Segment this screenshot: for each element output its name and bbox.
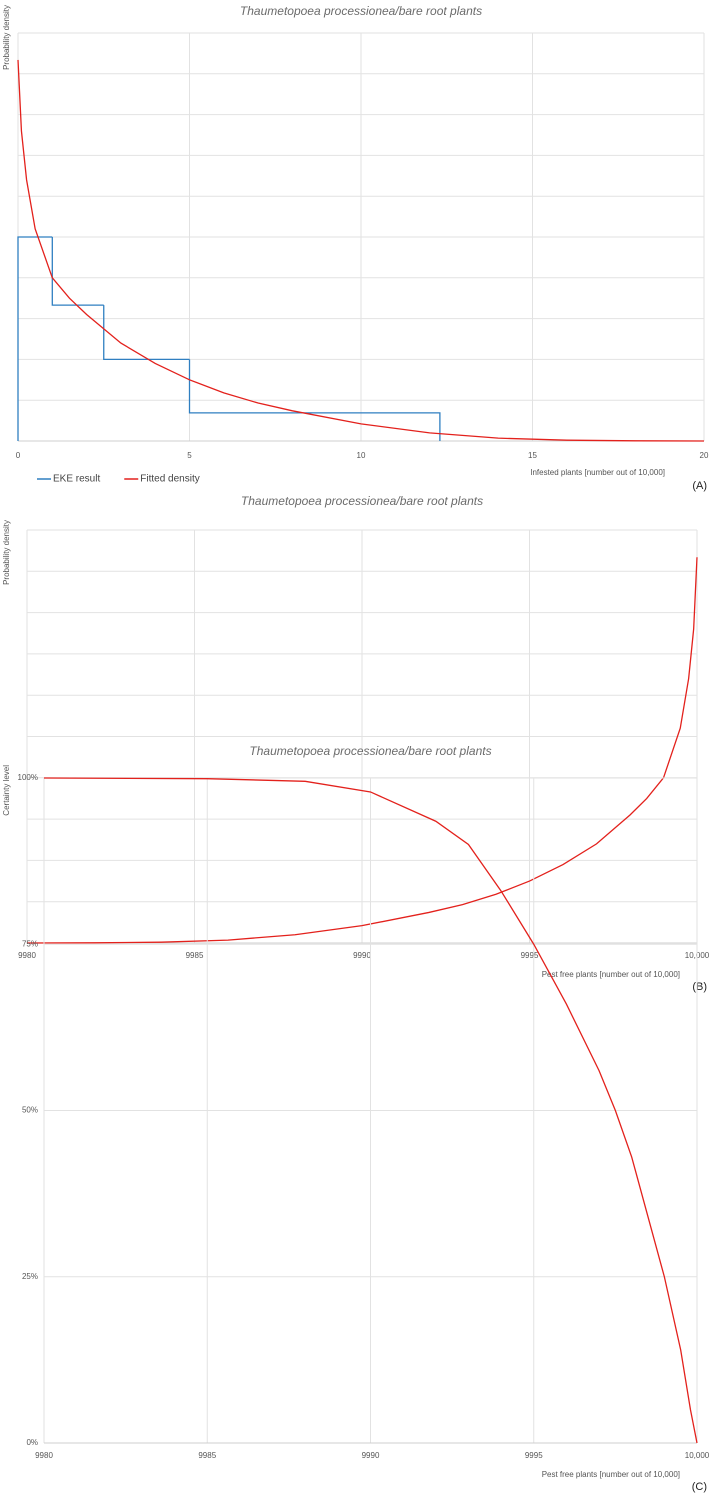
x-tick-label: 9985 bbox=[186, 951, 204, 960]
fitted-line bbox=[26, 557, 698, 944]
step-bar bbox=[51, 237, 104, 306]
y-tick-label: 50% bbox=[22, 1106, 38, 1115]
y-tick-label: 0% bbox=[26, 1438, 38, 1447]
x-axis-label: Infested plants [number out of 10,000] bbox=[530, 468, 665, 477]
x-tick-label: 15 bbox=[528, 451, 537, 460]
y-axis-label: Certainty level bbox=[2, 765, 11, 816]
y-axis-label: Probability density bbox=[2, 5, 11, 70]
x-tick-label: 9990 bbox=[362, 1451, 380, 1460]
y-axis-label: Probability density bbox=[2, 520, 11, 585]
chart-title: Thaumetopoea processionea/bare root plan… bbox=[241, 494, 483, 508]
x-tick-label: 10,000 bbox=[685, 1451, 709, 1460]
chart-title: Thaumetopoea processionea/bare root plan… bbox=[249, 744, 491, 758]
x-tick-label: 9995 bbox=[521, 951, 539, 960]
x-tick-label: 5 bbox=[187, 451, 192, 460]
fitted-line bbox=[43, 777, 698, 1444]
panel-label: (C) bbox=[692, 1481, 707, 1493]
fitted-line bbox=[17, 59, 705, 442]
step-bar bbox=[17, 236, 53, 441]
x-tick-label: 9980 bbox=[18, 951, 36, 960]
chart-title: Thaumetopoea processionea/bare root plan… bbox=[240, 4, 482, 18]
x-tick-label: 9985 bbox=[198, 1451, 216, 1460]
panel-label: (A) bbox=[692, 480, 707, 492]
legend-label: EKE result bbox=[53, 474, 100, 485]
x-tick-label: 9995 bbox=[525, 1451, 543, 1460]
step-bar bbox=[188, 359, 441, 441]
x-tick-label: 10 bbox=[357, 451, 366, 460]
x-tick-label: 0 bbox=[16, 451, 21, 460]
step-bar bbox=[103, 305, 190, 361]
x-tick-label: 9990 bbox=[353, 951, 371, 960]
x-axis-label: Pest free plants [number out of 10,000] bbox=[542, 970, 680, 979]
legend-label: Fitted density bbox=[140, 474, 199, 485]
y-tick-label: 75% bbox=[22, 939, 38, 948]
panel-label: (B) bbox=[692, 981, 707, 993]
y-tick-label: 25% bbox=[22, 1272, 38, 1281]
x-axis-label: Pest free plants [number out of 10,000] bbox=[542, 1470, 680, 1479]
x-tick-label: 20 bbox=[700, 451, 709, 460]
x-tick-label: 9980 bbox=[35, 1451, 53, 1460]
y-tick-label: 100% bbox=[18, 773, 38, 782]
